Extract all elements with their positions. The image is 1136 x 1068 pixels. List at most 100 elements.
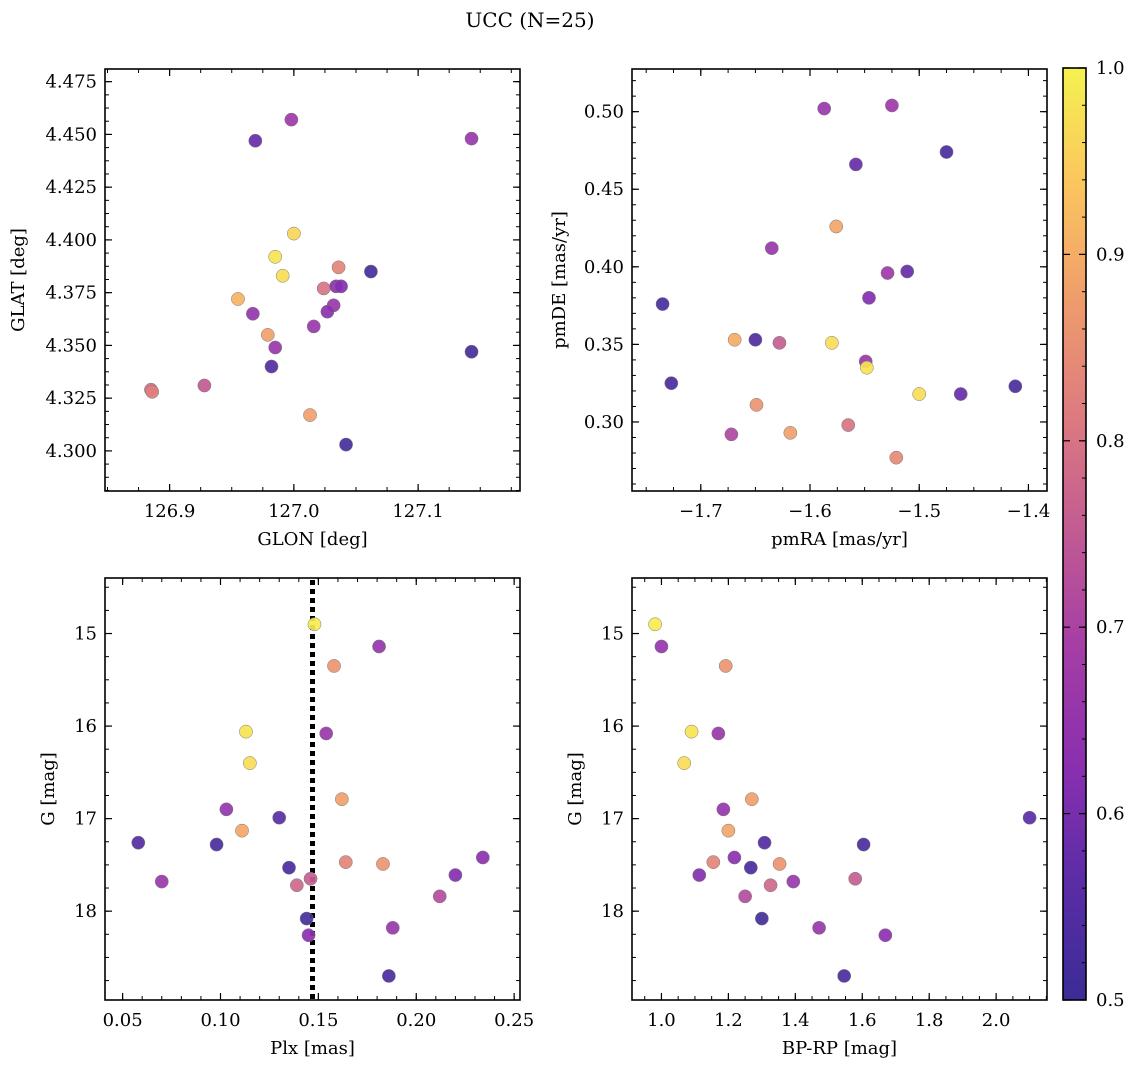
scatter-point [316,281,331,296]
y-tick-label: 15 [601,624,624,645]
scatter-point [320,304,335,319]
scatter-point [364,264,378,279]
x-tick-label: 1.6 [848,1010,877,1031]
scatter-point [145,384,160,399]
scatter-point [319,726,334,741]
y-tick-label: 16 [74,716,97,737]
scatter-point [339,437,353,452]
y-tick-label: 0.45 [584,179,624,200]
x-tick-label: 0.10 [200,1010,240,1031]
scatter-point [307,617,322,632]
x-tick-label: 0.15 [298,1010,338,1031]
y-tick-label: 18 [601,901,624,922]
scatter-point [664,376,679,391]
scatter-point [849,157,863,172]
scatter-point [764,241,779,256]
panel-glon-glat: 126.9 127.0 127.1 4.300 4.325 4.350 4.375 4.400… [8,68,521,550]
scatter-point [272,810,287,825]
x-tick-label: 1.0 [647,1010,676,1031]
scatter-point [268,340,283,355]
scatter-point [448,868,463,882]
y-tick-label: 0.30 [584,412,624,433]
y-tick-label: 0.40 [584,257,624,278]
scatter-point [755,911,769,926]
x-tick-label: 126.9 [144,501,196,522]
colorbar-fill [1063,68,1086,1000]
y-tick-label: 4.325 [45,388,97,409]
scatter-point [268,249,283,264]
y-tick-label: 4.450 [45,124,97,145]
scatter-point [303,871,318,886]
colorbar-frame [1062,67,1087,1001]
scatter-point [131,835,146,850]
scatter-point [692,868,707,882]
scatter-point [231,292,245,306]
scatter-point [327,659,341,673]
x-tick-label: 1.2 [714,1010,743,1031]
scatter-point [335,792,349,807]
axes-frame [631,577,1048,1001]
y-tick-label: 17 [601,809,624,830]
y-tick-label: 4.400 [45,230,97,251]
scatter-point [953,387,968,401]
scatter-point [260,328,275,342]
scatter-point [812,920,826,935]
scatter-point [727,850,742,865]
scatter-point [385,920,400,935]
y-tick-label: 4.475 [45,72,97,93]
colorbar-tick-label: 1.0 [1096,58,1125,79]
scatter-point [239,724,253,739]
axes-frame [104,68,521,492]
scatter-point [154,874,169,889]
scatter-point [711,726,726,741]
scatter-point [912,387,927,401]
y-tick-label: 4.350 [45,335,97,356]
y-tick-label: 4.375 [45,283,97,304]
scatter-point [1008,379,1023,394]
scatter-point [648,617,662,632]
y-tick-label: 16 [601,716,624,737]
colorbar-tick-label: 0.7 [1096,617,1125,638]
panel-bprp-g: 1.0 1.2 1.4 1.6 1.8 2.0 15 16 17 18 BP-RP [mag] G [… [565,577,1048,1059]
scatter-point [284,112,299,127]
scatter-point [856,837,871,852]
y-axis-label: pmDE [mas/yr] [549,211,570,349]
x-tick-label: 0.20 [396,1010,436,1031]
x-tick-label: −1.7 [679,501,723,522]
scatter-point [197,378,212,393]
scatter-point [724,427,739,442]
scatter-point [655,297,670,311]
x-tick-label: 127.1 [392,501,444,522]
panel-plx-g: 0.05 0.10 0.15 0.20 0.25 15 16 17 18 Plx [mas] G [… [38,577,534,1059]
scatter-point [749,398,764,412]
colorbar: 0.5 0.6 0.7 0.8 0.9 1.0 [1062,58,1125,1011]
x-tick-label: −1.4 [1007,501,1051,522]
scatter-point [303,408,317,422]
scatter-point [475,850,490,865]
scatter-point [738,889,752,904]
x-tick-label: 0.05 [103,1010,143,1031]
y-axis-label: G [mag] [38,752,59,825]
scatter-point [248,133,263,148]
x-tick-label: 2.0 [982,1010,1011,1031]
scatter-point [721,823,736,838]
y-tick-label: 15 [74,624,97,645]
scatter-point [841,418,856,432]
scatter-point [282,860,296,875]
scatter-point [306,319,321,334]
colorbar-tick-label: 0.9 [1096,244,1125,265]
x-axis-label: Plx [mas] [270,1038,355,1059]
axes-frame [631,68,1048,492]
scatter-point [464,131,479,146]
x-tick-label: 1.8 [915,1010,944,1031]
scatter-point [243,756,257,770]
scatter-point [743,860,758,875]
panel-pmra-pmde: −1.7 −1.6 −1.5 −1.4 0.30 0.35 0.40 0.45 0.50 pmRA… [549,68,1051,550]
scatter-point [783,425,798,440]
scatter-point [338,855,353,869]
y-tick-label: 4.425 [45,177,97,198]
scatter-point [900,264,915,279]
x-tick-label: 1.4 [781,1010,810,1031]
scatter-point [757,835,772,850]
